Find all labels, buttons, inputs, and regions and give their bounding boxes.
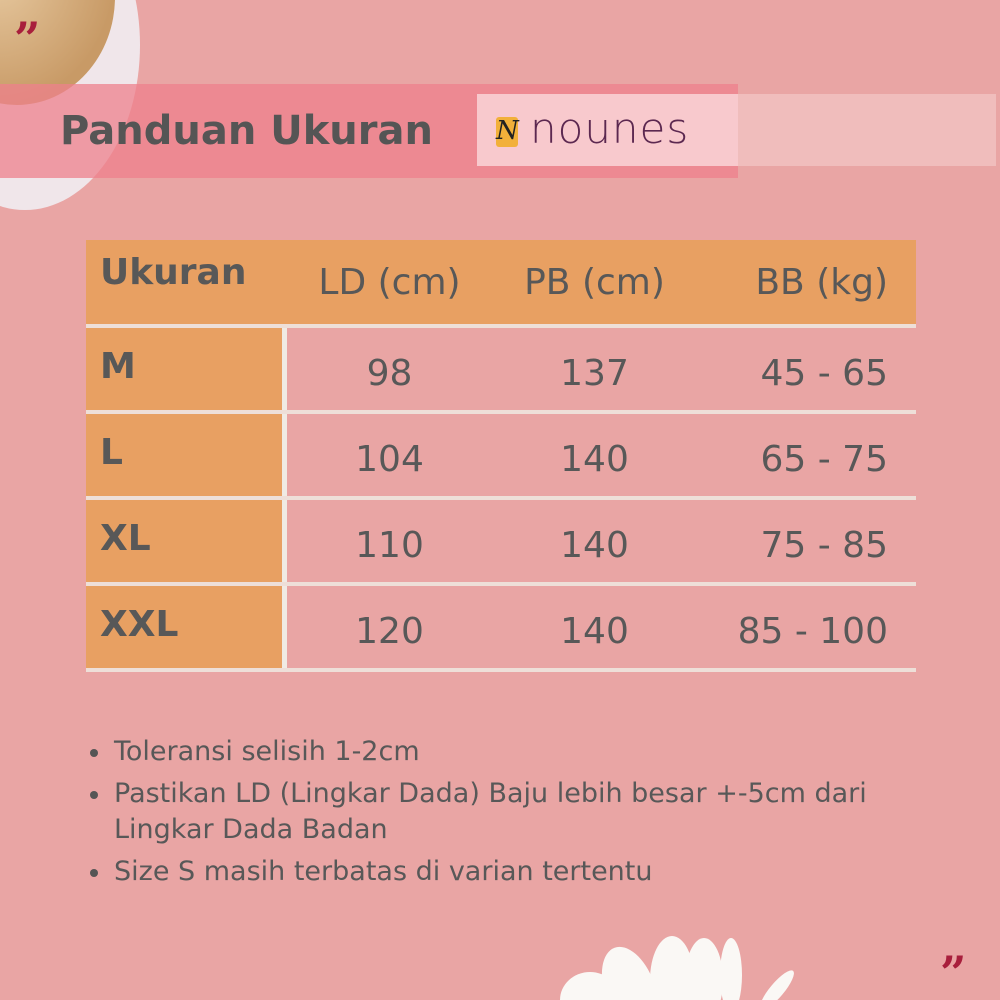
bb-cell: 45 - 65: [760, 352, 889, 394]
column-header: Ukuran: [86, 240, 282, 324]
pb-cell: 140: [560, 610, 629, 652]
quote-mark-icon: ”: [14, 12, 41, 66]
flower-petal: [760, 970, 794, 1000]
ld-cell: 120: [355, 610, 424, 652]
pb-cell: 140: [560, 524, 629, 566]
row-divider: [86, 496, 916, 500]
row-divider: [86, 582, 916, 586]
size-cell: L: [86, 414, 282, 496]
note-item: Pastikan LD (Lingkar Dada) Baju lebih be…: [88, 776, 908, 848]
column-header: LD (cm): [287, 240, 492, 324]
size-cell: XXL: [86, 586, 282, 668]
coffee-foam-image: [0, 0, 115, 105]
quote-mark-icon: ”: [940, 946, 967, 1000]
size-cell: M: [86, 328, 282, 410]
row-divider: [86, 410, 916, 414]
bb-cell: 75 - 85: [760, 524, 889, 566]
row-divider: [86, 324, 916, 328]
ld-cell: 110: [355, 524, 424, 566]
size-table: Ukuran LD (cm) PB (cm) BB (kg) M 98 137 …: [86, 240, 916, 672]
table-row: XXL 120 140 85 - 100: [86, 586, 916, 668]
table-row: M 98 137 45 - 65: [86, 328, 916, 410]
flower-petal: [720, 938, 742, 1000]
column-header: BB (kg): [697, 240, 916, 324]
table-row: XL 110 140 75 - 85: [86, 500, 916, 582]
bb-cell: 85 - 100: [737, 610, 888, 652]
note-item: Size S masih terbatas di varian tertentu: [88, 854, 908, 890]
ld-cell: 104: [355, 438, 424, 480]
flower-petal: [650, 936, 694, 1000]
size-cell: XL: [86, 500, 282, 582]
column-header: PB (cm): [492, 240, 697, 324]
flower-image: [560, 936, 794, 1000]
bb-cell: 65 - 75: [760, 438, 889, 480]
flower-petal: [685, 938, 723, 1000]
ld-cell: 98: [366, 352, 413, 394]
brand-logo: [477, 94, 738, 166]
table-row: L 104 140 65 - 75: [86, 414, 916, 496]
banner-extension: [738, 94, 996, 166]
note-item: Toleransi selisih 1-2cm: [88, 734, 908, 770]
flower-petal: [601, 946, 659, 1000]
notes-list: Toleransi selisih 1-2cm Pastikan LD (Lin…: [88, 734, 908, 896]
page-title: Panduan Ukuran: [60, 108, 433, 154]
pb-cell: 140: [560, 438, 629, 480]
row-divider: [86, 668, 916, 672]
pb-cell: 137: [560, 352, 629, 394]
brand-name: nounes: [530, 104, 690, 153]
brand-logo-mark: N: [496, 116, 519, 147]
table-header-row: Ukuran LD (cm) PB (cm) BB (kg): [86, 240, 916, 324]
